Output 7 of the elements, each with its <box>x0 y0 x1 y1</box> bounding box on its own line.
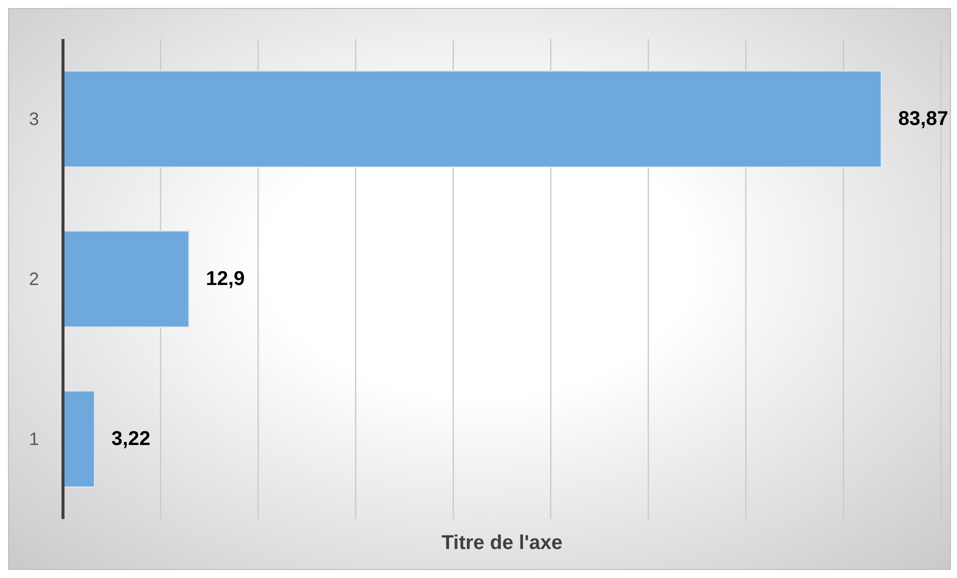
y-tick-label: 2 <box>28 269 39 289</box>
x-axis-title: Titre de l'axe <box>441 532 563 554</box>
data-label: 3,22 <box>111 428 150 450</box>
y-tick-label: 1 <box>28 429 39 449</box>
data-label: 12,9 <box>206 268 245 290</box>
y-tick-label: 3 <box>28 109 39 129</box>
data-label: 83,87 <box>898 108 948 130</box>
